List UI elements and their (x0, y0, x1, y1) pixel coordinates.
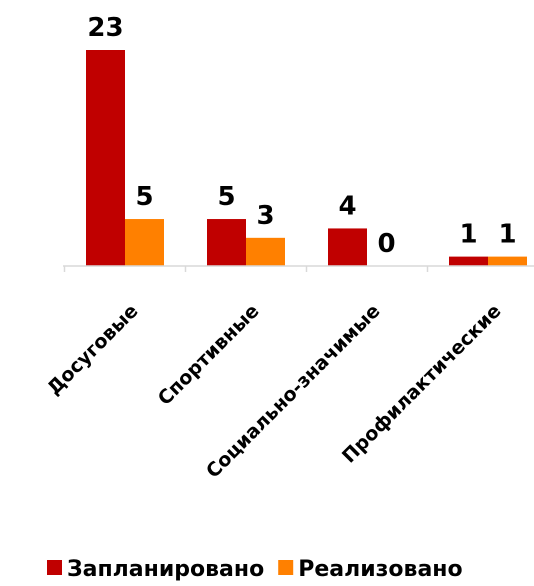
category-tick-label: Досуговые (43, 300, 142, 399)
data-label: 5 (135, 182, 153, 212)
bar (207, 219, 246, 266)
legend-swatch (47, 560, 62, 575)
data-label: 23 (87, 13, 123, 43)
legend-label: Запланировано (67, 557, 264, 582)
legend: Запланировано Реализовано (47, 557, 463, 582)
data-label: 5 (217, 182, 235, 212)
data-label: 1 (498, 220, 516, 250)
value-labels-layer: 235 53 40 1 1 (87, 13, 516, 259)
data-label: 4 (338, 191, 356, 221)
category-tick-label: Спортивные (154, 300, 264, 410)
x-axis-tick-labels: Досуговые СпортивныеСоциально-значимыеПро… (43, 300, 505, 483)
data-label: 1 (459, 220, 477, 250)
x-axis-ticks (63, 266, 429, 272)
data-label: 0 (377, 229, 395, 259)
legend-label: Реализовано (298, 557, 462, 582)
bar (86, 50, 125, 266)
bar (328, 228, 367, 266)
bar (246, 237, 285, 266)
bar (488, 256, 527, 266)
data-label: 3 (256, 201, 274, 231)
bar (449, 256, 488, 266)
legend-swatch (278, 560, 294, 575)
bar (125, 219, 164, 266)
bars-layer (86, 50, 527, 266)
